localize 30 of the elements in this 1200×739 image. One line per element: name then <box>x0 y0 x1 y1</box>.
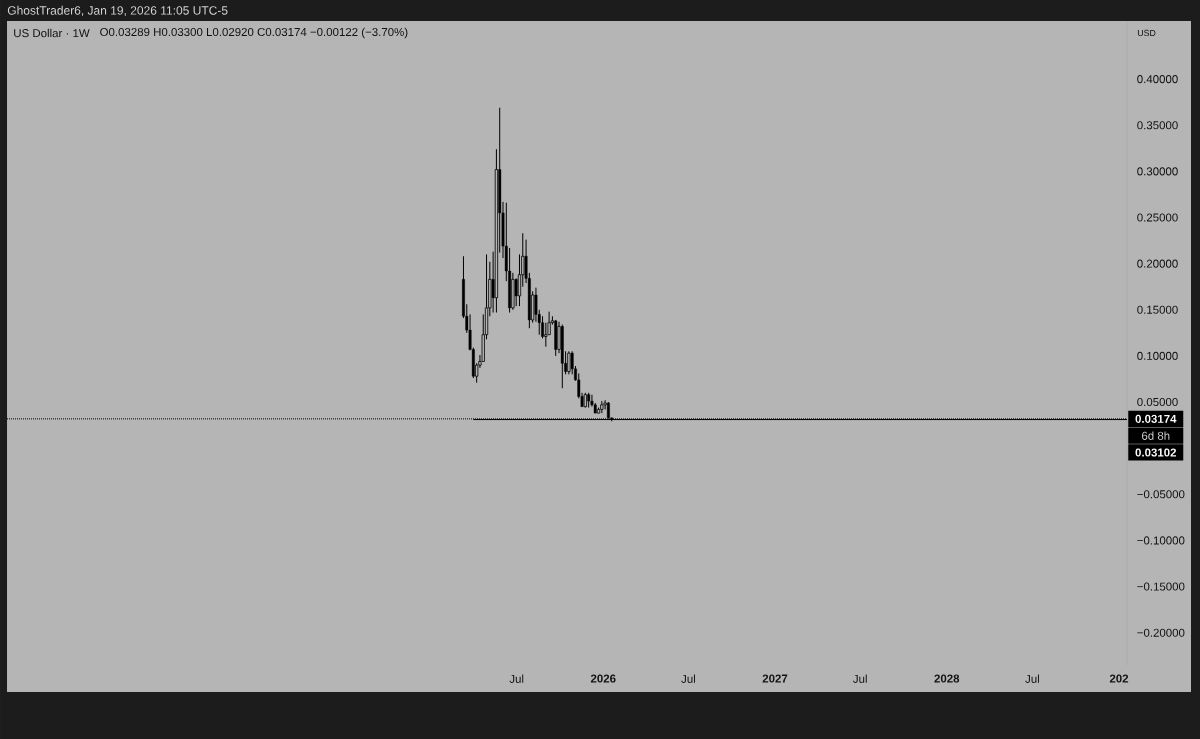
y-tick-label: −0.15000 <box>1137 582 1185 591</box>
ref-line-label: 0.03174 <box>1135 414 1177 423</box>
text: O0.03289 H0.03300 L0.02920 C0.03174 −0.00122 (−3.70%) <box>100 27 408 39</box>
x-tick-label: 2028 <box>934 674 960 683</box>
text: GhostTrader6, Jan 19, 2026 11:05 UTC-5 <box>7 5 228 17</box>
y-tick-label: 0.30000 <box>1137 167 1178 176</box>
x-tick-label: Jul <box>681 674 695 683</box>
y-tick-label: 0.05000 <box>1137 397 1178 407</box>
x-tick-label: 202 <box>1109 674 1129 683</box>
x-tick-label: Jul <box>509 674 524 683</box>
y-tick-label: 0.40000 <box>1137 75 1178 84</box>
text: 6d 8h <box>1142 431 1170 440</box>
text: USD <box>1137 29 1156 37</box>
y-tick-label: 0.35000 <box>1137 121 1178 130</box>
x-tick-label: 2026 <box>590 674 616 683</box>
y-tick-label: 0.25000 <box>1137 213 1178 222</box>
y-tick-label: −0.05000 <box>1137 490 1185 499</box>
y-tick-label: −0.20000 <box>1137 628 1185 637</box>
x-tick-label: 2027 <box>762 674 788 683</box>
y-tick-label: 0.10000 <box>1137 351 1178 360</box>
y-tick-label: 0.15000 <box>1137 305 1178 314</box>
y-tick-label: −0.10000 <box>1137 536 1185 545</box>
candlestick <box>567 350 571 375</box>
x-tick-label: Jul <box>853 674 867 683</box>
y-tick-label: 0.20000 <box>1137 259 1178 268</box>
candlestick <box>514 277 518 307</box>
candlestick <box>544 322 548 348</box>
text: US Dollar · 1W <box>14 28 90 38</box>
x-tick-label: Jul <box>1025 674 1039 683</box>
data-label: 0.03102 <box>1135 448 1177 457</box>
